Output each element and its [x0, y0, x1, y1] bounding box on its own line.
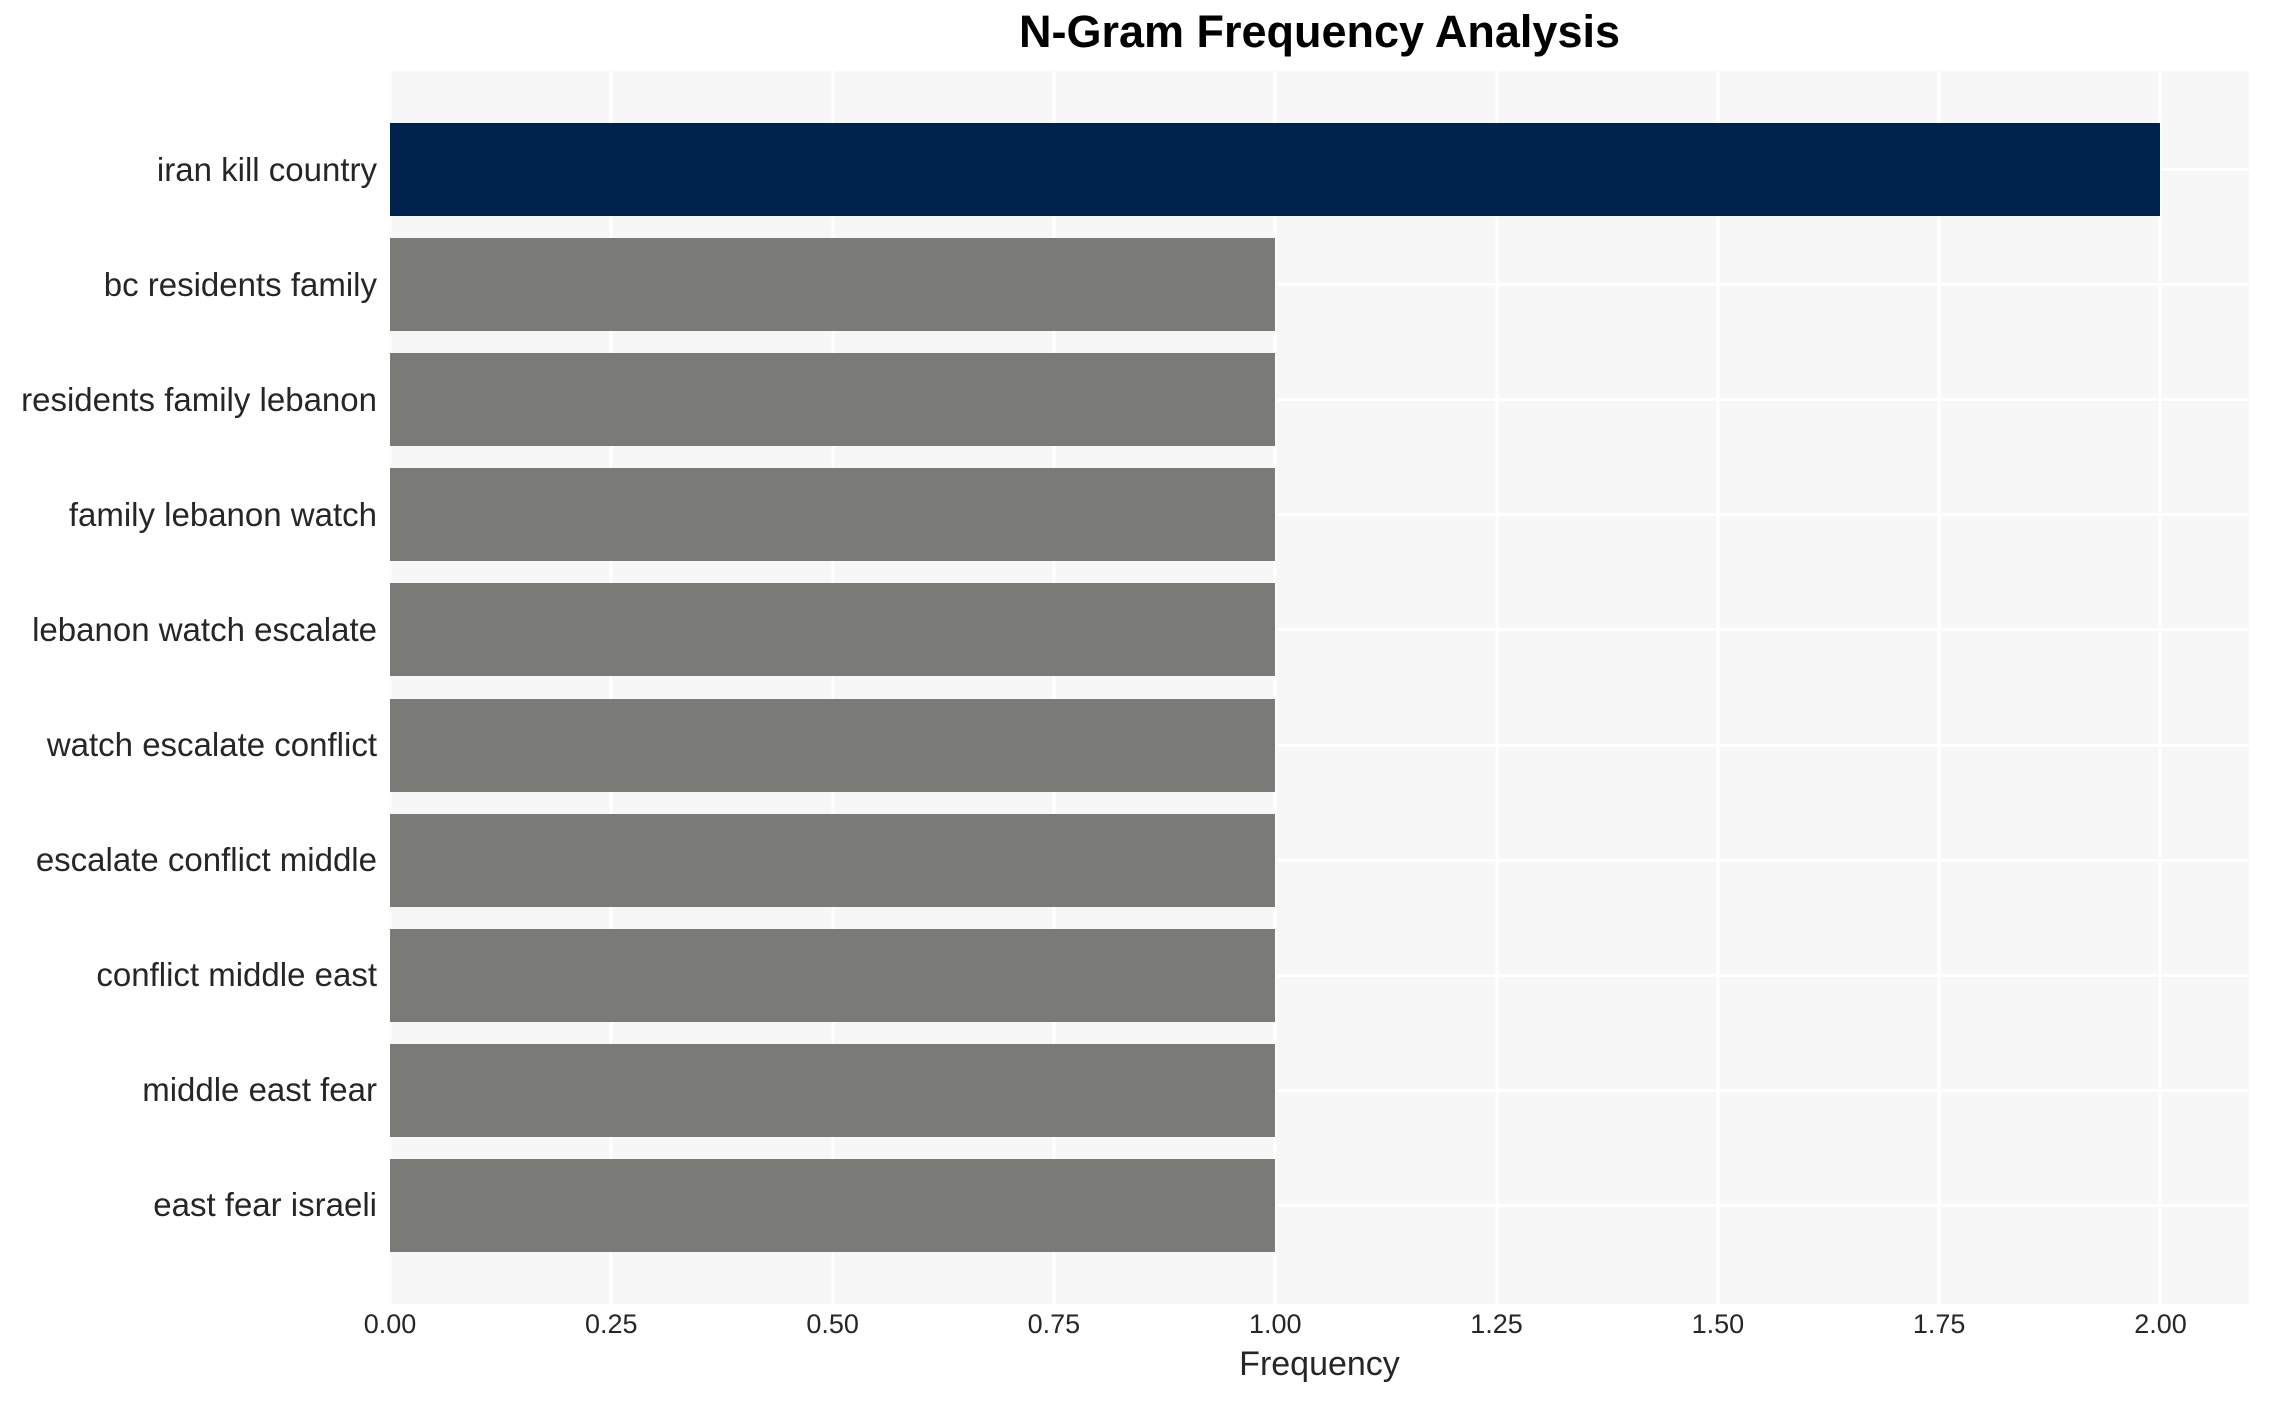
chart-title: N-Gram Frequency Analysis	[1018, 6, 1621, 57]
frequency-bar	[390, 1158, 1276, 1252]
gridline-horizontal	[390, 743, 2249, 747]
category-label: family lebanon watch	[68, 495, 377, 533]
category-label: residents family lebanon	[21, 380, 377, 418]
x-tick-label: 1.25	[1470, 1309, 1523, 1339]
gridline-horizontal	[390, 283, 2249, 287]
frequency-bar	[390, 928, 1276, 1022]
x-axis-ticks: 0.00 0.25 0.50 0.75 1.00 1.25 1.50 1.75 2.00	[364, 1309, 2249, 1343]
category-label: east fear israeli	[153, 1186, 377, 1224]
bar-row: family lebanon watch	[69, 468, 2249, 562]
category-label: bc residents family	[103, 265, 377, 303]
gridline-vertical	[388, 71, 392, 1304]
x-tick-label: 2.00	[2134, 1309, 2187, 1339]
category-label: middle east fear	[142, 1071, 377, 1109]
frequency-bar	[390, 468, 1276, 562]
frequency-bar	[390, 583, 1276, 677]
bar-row: conflict middle east	[96, 928, 2249, 1022]
gridline-horizontal	[390, 513, 2249, 517]
gridline-vertical	[1052, 71, 1056, 1304]
frequency-bar	[390, 813, 1276, 907]
gridline-vertical	[831, 71, 835, 1304]
x-tick-label: 0.75	[1027, 1309, 1081, 1339]
bar-row: watch escalate conflict	[47, 698, 2249, 792]
plot-area: iran kill country bc residents family resi…	[21, 71, 2249, 1304]
bar-row: residents family lebanon	[21, 353, 2249, 447]
gridline-horizontal	[390, 628, 2249, 632]
bar-row: iran kill country	[157, 123, 2249, 216]
bar-row: bc residents family	[104, 238, 2249, 332]
gridline-horizontal	[390, 973, 2249, 977]
bar-row: east fear israeli	[153, 1158, 2249, 1252]
vertical-gridlines	[388, 71, 2249, 1304]
bar-row: middle east fear	[142, 1043, 2249, 1137]
gridline-horizontal	[390, 398, 2249, 402]
frequency-bar	[390, 353, 1276, 447]
gridline-vertical	[609, 71, 613, 1304]
x-axis-label: Frequency	[1239, 1345, 1400, 1383]
category-label: escalate conflict middle	[35, 841, 377, 879]
x-tick-label: 1.75	[1912, 1309, 1966, 1339]
category-label: lebanon watch escalate	[32, 610, 377, 648]
gridline-horizontal	[390, 1088, 2249, 1092]
frequency-bar	[390, 698, 1276, 792]
x-tick-label: 0.00	[363, 1309, 417, 1339]
x-tick-label: 0.50	[806, 1309, 859, 1339]
frequency-bar	[390, 123, 2161, 216]
gridline-vertical	[2158, 71, 2162, 1304]
gridline-vertical	[1495, 71, 1499, 1304]
gridline-horizontal	[390, 858, 2249, 862]
category-label: iran kill country	[156, 150, 377, 188]
bar-rows: iran kill country bc residents family resi…	[21, 71, 2249, 1304]
gridline-vertical	[1937, 71, 1941, 1304]
gridline-vertical	[1716, 71, 1720, 1304]
category-label: conflict middle east	[96, 956, 377, 994]
frequency-bar	[390, 1043, 1276, 1137]
x-tick-label: 0.25	[585, 1309, 638, 1339]
x-tick-label: 1.00	[1248, 1309, 1302, 1339]
bar-row: escalate conflict middle	[36, 813, 2249, 907]
category-label: watch escalate conflict	[46, 726, 377, 764]
frequency-bar	[390, 238, 1276, 332]
bar-row: lebanon watch escalate	[32, 583, 2249, 677]
x-tick-label: 1.50	[1691, 1309, 1745, 1339]
gridline-horizontal	[390, 1203, 2249, 1207]
gridline-vertical	[1273, 71, 1277, 1304]
